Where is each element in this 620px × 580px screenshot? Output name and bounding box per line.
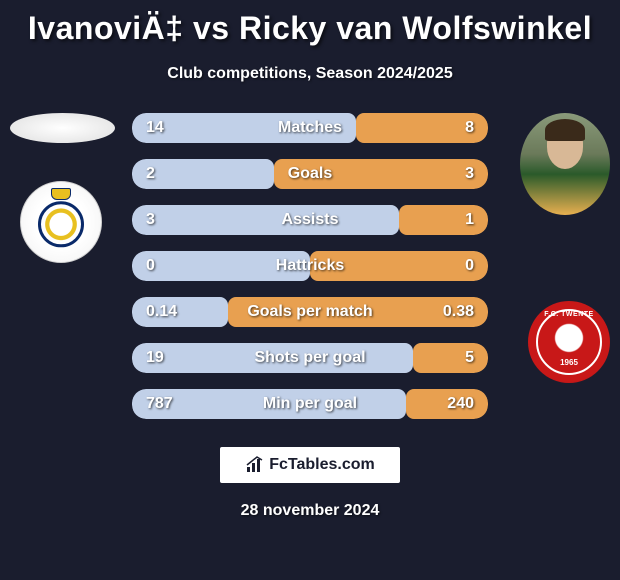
stat-right-value: 0.38 xyxy=(443,303,474,321)
stat-right-value: 5 xyxy=(465,349,474,367)
footer-date: 28 november 2024 xyxy=(241,502,380,520)
stat-row: 3 Assists 1 xyxy=(132,205,488,235)
stat-text-layer: 0 Hattricks 0 xyxy=(132,251,488,281)
stats-container: 14 Matches 8 2 Goals 3 3 Assists 1 0 Hattricks 0 0.1… xyxy=(132,113,488,435)
brand-text: FcTables.com xyxy=(269,456,375,474)
comparison-title: IvanoviÄ‡ vs Ricky van Wolfswinkel xyxy=(0,0,620,47)
stat-left-value: 19 xyxy=(146,349,164,367)
stat-label: Shots per goal xyxy=(254,349,365,367)
stat-text-layer: 3 Assists 1 xyxy=(132,205,488,235)
stat-label: Assists xyxy=(282,211,339,229)
stat-right-value: 0 xyxy=(465,257,474,275)
club-left-badge xyxy=(20,181,102,263)
stat-text-layer: 0.14 Goals per match 0.38 xyxy=(132,297,488,327)
stat-left-value: 14 xyxy=(146,119,164,137)
stat-left-value: 2 xyxy=(146,165,155,183)
stat-label: Hattricks xyxy=(276,257,344,275)
brand-badge[interactable]: FcTables.com xyxy=(220,447,400,483)
stat-row: 0 Hattricks 0 xyxy=(132,251,488,281)
chart-icon xyxy=(245,456,265,474)
stat-label: Goals xyxy=(288,165,332,183)
stat-left-value: 3 xyxy=(146,211,155,229)
stat-label: Matches xyxy=(278,119,342,137)
comparison-subtitle: Club competitions, Season 2024/2025 xyxy=(0,65,620,83)
stat-row: 14 Matches 8 xyxy=(132,113,488,143)
stat-right-value: 1 xyxy=(465,211,474,229)
club-right-label: F.C. TWENTE xyxy=(528,301,610,318)
stat-row: 0.14 Goals per match 0.38 xyxy=(132,297,488,327)
stat-text-layer: 787 Min per goal 240 xyxy=(132,389,488,419)
player-right-avatar xyxy=(520,113,610,215)
stat-row: 19 Shots per goal 5 xyxy=(132,343,488,373)
player-left-avatar xyxy=(10,113,115,143)
stat-label: Goals per match xyxy=(247,303,372,321)
stat-right-value: 3 xyxy=(465,165,474,183)
stat-left-value: 0.14 xyxy=(146,303,177,321)
stat-left-value: 787 xyxy=(146,395,173,413)
stat-left-value: 0 xyxy=(146,257,155,275)
stat-right-value: 240 xyxy=(447,395,474,413)
stat-row: 2 Goals 3 xyxy=(132,159,488,189)
stat-text-layer: 2 Goals 3 xyxy=(132,159,488,189)
stat-label: Min per goal xyxy=(263,395,357,413)
stat-text-layer: 19 Shots per goal 5 xyxy=(132,343,488,373)
stat-right-value: 8 xyxy=(465,119,474,137)
stat-text-layer: 14 Matches 8 xyxy=(132,113,488,143)
stat-row: 787 Min per goal 240 xyxy=(132,389,488,419)
